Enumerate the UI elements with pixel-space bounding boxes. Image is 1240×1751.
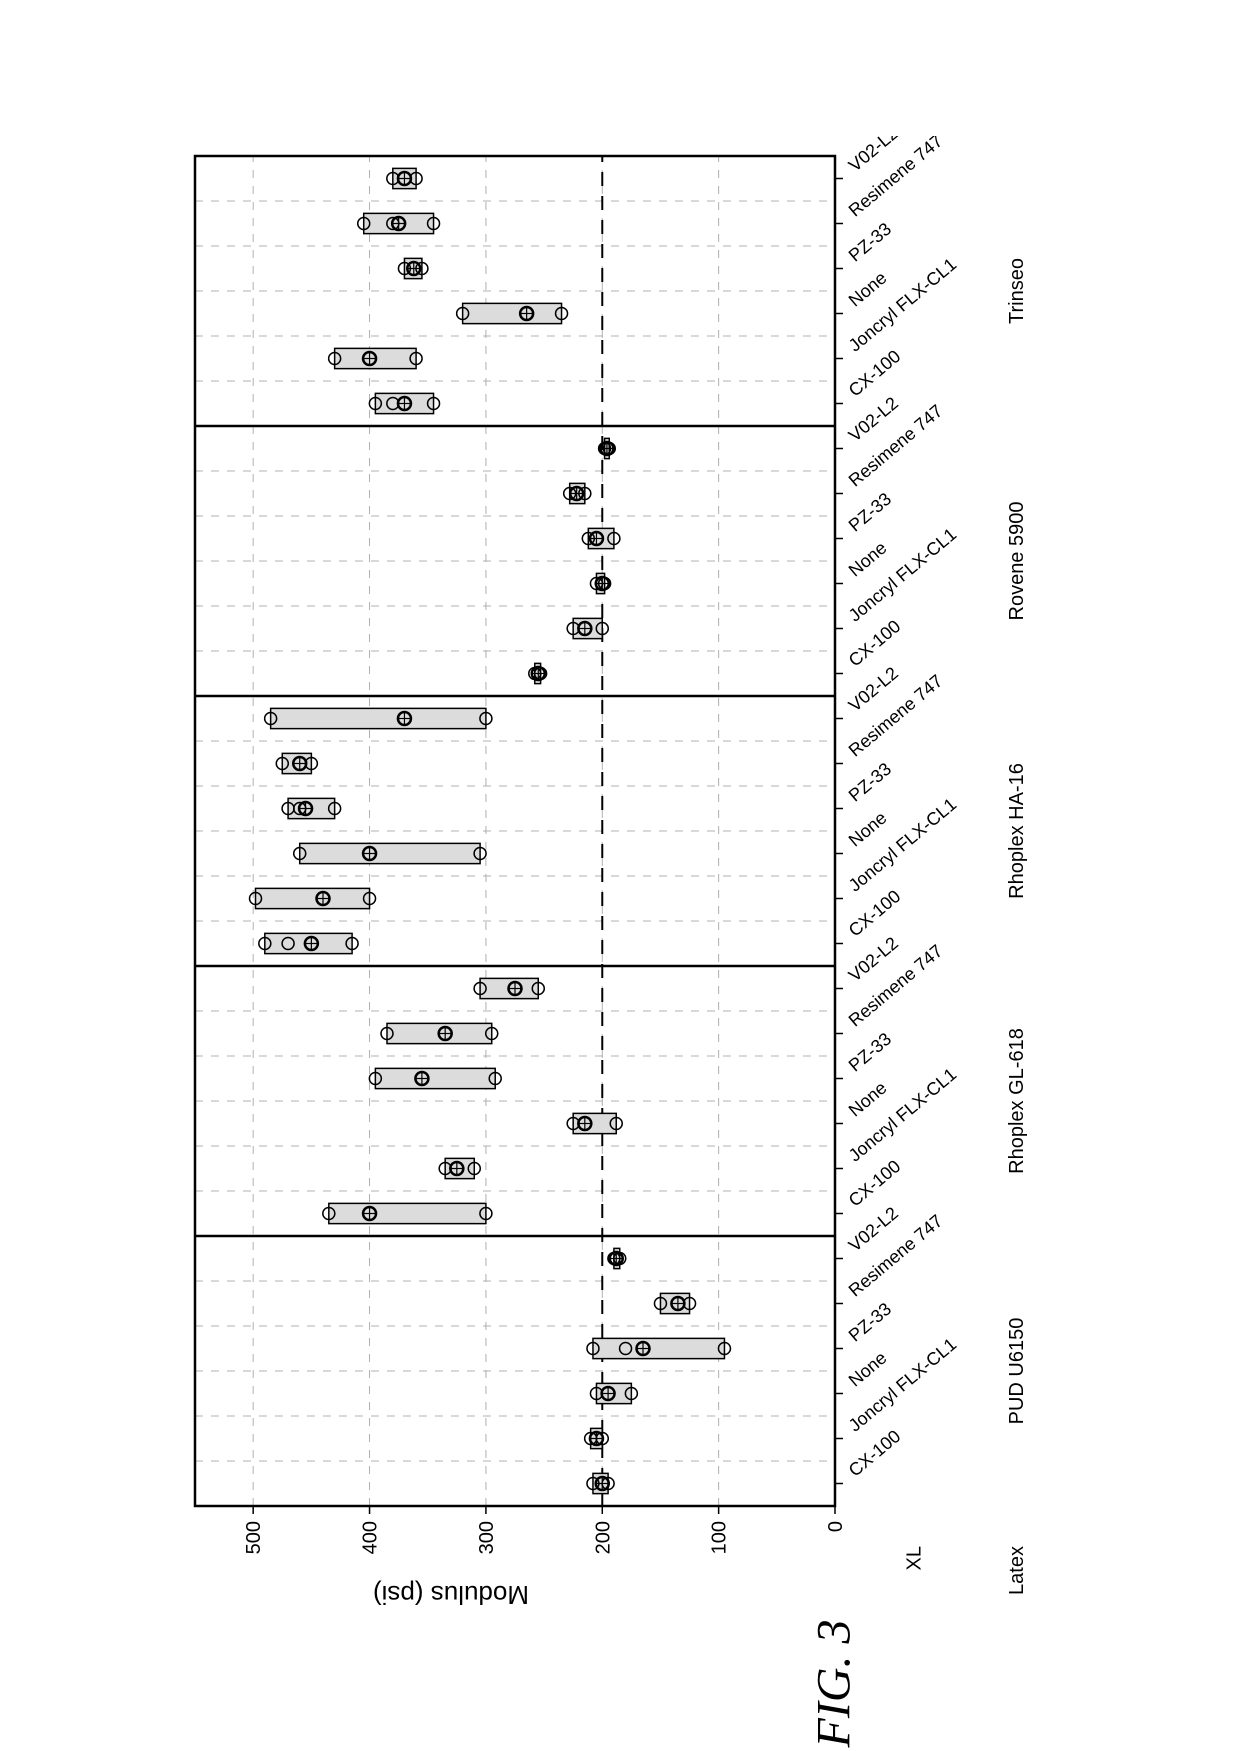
latex-group-label: PUD U6150 — [1006, 1317, 1028, 1424]
xl-label: CX-100 — [845, 1156, 905, 1211]
figure-label: FIG. 3 — [806, 1620, 861, 1748]
latex-group-label: Rhoplex HA-16 — [1006, 763, 1028, 899]
xl-label: None — [845, 807, 891, 850]
latex-group-label: Rovene 5900 — [1006, 501, 1028, 620]
svg-text:500: 500 — [243, 1521, 265, 1554]
box — [329, 1203, 486, 1223]
svg-text:200: 200 — [592, 1521, 614, 1554]
xl-label: None — [845, 1077, 891, 1120]
latex-group-label: Rhoplex GL-618 — [1006, 1028, 1028, 1174]
box — [300, 843, 480, 863]
box — [463, 303, 562, 323]
xl-label: PZ-33 — [845, 488, 895, 535]
xl-label: PZ-33 — [845, 1298, 895, 1345]
svg-text:0: 0 — [825, 1521, 847, 1532]
xl-label: None — [845, 537, 891, 580]
svg-text:XL: XL — [903, 1546, 925, 1570]
modulus-boxplot: 0 100 200 300 400 500 Modulus (psi) XL Latex CX-1… — [165, 136, 1075, 1616]
box — [271, 708, 486, 728]
svg-text:300: 300 — [476, 1521, 498, 1554]
svg-text:Latex: Latex — [1006, 1546, 1028, 1595]
svg-text:400: 400 — [360, 1521, 382, 1554]
xl-label: PZ-33 — [845, 218, 895, 265]
xl-label: None — [845, 267, 891, 310]
chart-container: 0 100 200 300 400 500 Modulus (psi) XL Latex CX-1… — [165, 136, 1075, 1616]
svg-text:Modulus (psi): Modulus (psi) — [373, 1580, 529, 1610]
xl-label: PZ-33 — [845, 1028, 895, 1075]
latex-group-label: Trinseo — [1006, 258, 1028, 324]
svg-text:100: 100 — [709, 1521, 731, 1554]
xl-label: CX-100 — [845, 1426, 905, 1481]
box — [375, 1068, 495, 1088]
box — [256, 888, 370, 908]
xl-label: None — [845, 1347, 891, 1390]
xl-label: CX-100 — [845, 616, 905, 671]
xl-label: PZ-33 — [845, 758, 895, 805]
xl-label: CX-100 — [845, 346, 905, 401]
xl-label: CX-100 — [845, 886, 905, 941]
box — [593, 1338, 724, 1358]
